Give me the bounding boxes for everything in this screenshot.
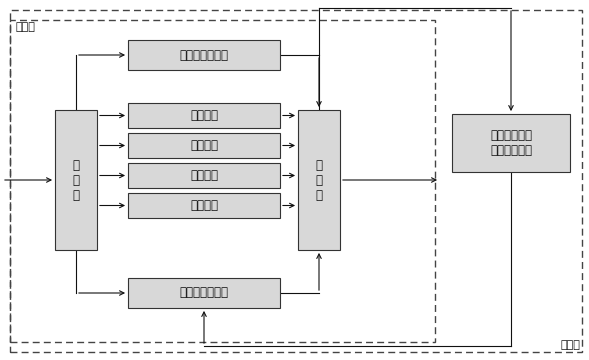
Text: 分
流
器: 分 流 器	[316, 158, 323, 202]
Text: 大回路: 大回路	[15, 22, 35, 32]
Text: 分
流
器: 分 流 器	[72, 158, 80, 202]
Bar	[128, 163, 280, 188]
Text: 模块冷板: 模块冷板	[190, 109, 218, 122]
Text: 小回路: 小回路	[560, 340, 580, 350]
Text: 模块冷板: 模块冷板	[190, 169, 218, 182]
Bar	[128, 103, 280, 128]
Bar	[10, 20, 435, 342]
Bar	[55, 110, 97, 250]
Bar	[128, 133, 280, 158]
Text: （下）电源冷板: （下）电源冷板	[180, 287, 229, 300]
Bar	[452, 114, 570, 172]
Text: 模块冷板: 模块冷板	[190, 139, 218, 152]
Text: 模块冷板: 模块冷板	[190, 199, 218, 212]
Bar	[128, 278, 280, 308]
Bar	[128, 193, 280, 218]
Text: 数字处理模块
集成液冷结构: 数字处理模块 集成液冷结构	[490, 129, 532, 157]
Bar	[298, 110, 340, 250]
Bar	[128, 40, 280, 70]
Text: （上）电源冷板: （上）电源冷板	[180, 49, 229, 62]
